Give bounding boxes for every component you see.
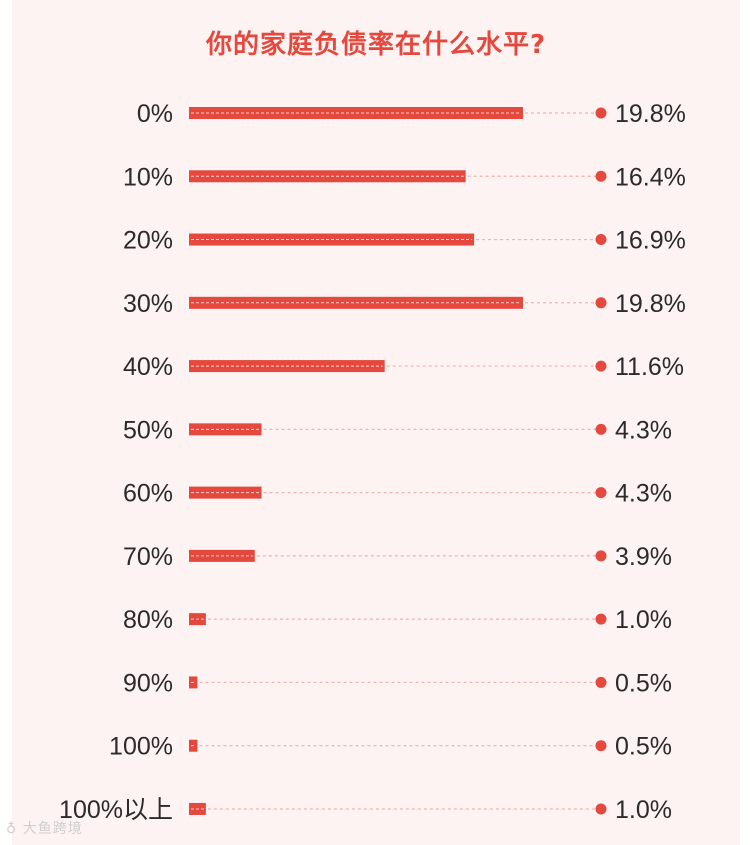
bar-row: 60% 4.3% [123, 480, 672, 508]
value-label: 16.4% [615, 163, 686, 191]
value-dot [595, 170, 607, 182]
category-label: 60% [123, 480, 173, 508]
bar-row: 20% 16.9% [123, 227, 686, 255]
value-label: 4.3% [615, 416, 672, 444]
value-label: 4.3% [615, 480, 672, 508]
value-label: 19.8% [615, 290, 686, 318]
bar-row: 50% 4.3% [123, 416, 672, 444]
bar-row: 100% 0.5% [109, 733, 672, 761]
bar-chart: 0% 19.8% 10% 16.4% 20% 16.9% 30% 19.8% 40% 11.6% 5… [59, 100, 686, 824]
watermark-text: 大鱼跨境 [22, 821, 83, 837]
bar-row: 40% 11.6% [123, 353, 684, 381]
watermark-icon: ♁ [6, 821, 23, 837]
chart-title: 你的家庭负债率在什么水平? [205, 30, 547, 60]
value-label: 1.0% [615, 606, 672, 634]
value-dot [595, 423, 607, 435]
value-label: 1.0% [615, 796, 672, 824]
value-dot [595, 613, 607, 625]
category-label: 0% [137, 100, 173, 128]
category-label: 80% [123, 606, 173, 634]
category-label: 20% [123, 227, 173, 255]
chart-card: 你的家庭负债率在什么水平? 0% 19.8% 10% 16.4% 20% 16.9% 30%… [12, 0, 740, 845]
bar-row: 70% 3.9% [123, 543, 672, 571]
bar-row: 80% 1.0% [123, 606, 672, 634]
value-dot [595, 487, 607, 499]
bar [189, 423, 262, 436]
value-label: 19.8% [615, 100, 686, 128]
category-label: 100%以上 [59, 796, 173, 824]
value-label: 11.6% [615, 353, 684, 381]
value-dot [595, 234, 607, 246]
watermark: ♁ 大鱼跨境 [6, 818, 83, 838]
bar-row: 10% 16.4% [123, 163, 686, 191]
value-dot [595, 550, 607, 562]
bar-row: 100%以上 1.0% [59, 796, 672, 824]
bar [189, 486, 262, 499]
bar-row: 0% 19.8% [137, 100, 686, 128]
value-label: 0.5% [615, 733, 672, 761]
category-label: 90% [123, 669, 173, 697]
bar-row: 90% 0.5% [123, 669, 672, 697]
category-label: 70% [123, 543, 173, 571]
category-label: 40% [123, 353, 173, 381]
value-label: 16.9% [615, 227, 686, 255]
category-label: 50% [123, 416, 173, 444]
value-dot [595, 676, 607, 688]
value-dot [595, 297, 607, 309]
category-label: 100% [109, 733, 173, 761]
value-dot [595, 740, 607, 752]
value-label: 3.9% [615, 543, 672, 571]
value-dot [595, 803, 607, 815]
value-label: 0.5% [615, 669, 672, 697]
value-dot [595, 107, 607, 119]
value-dot [595, 360, 607, 372]
bar-row: 30% 19.8% [123, 290, 686, 318]
category-label: 30% [123, 290, 173, 318]
category-label: 10% [123, 163, 173, 191]
